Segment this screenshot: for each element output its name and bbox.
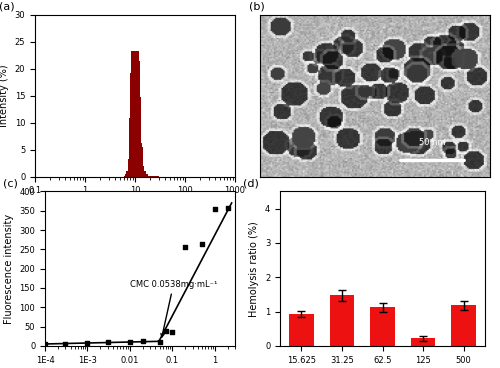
Y-axis label: Hemolysis ratio (%): Hemolysis ratio (%) bbox=[250, 221, 260, 316]
Point bbox=[61, 341, 69, 347]
Point bbox=[211, 206, 219, 212]
Text: (c): (c) bbox=[3, 178, 18, 188]
Text: CMC 0.0538mg·mL⁻¹: CMC 0.0538mg·mL⁻¹ bbox=[130, 280, 218, 337]
Point bbox=[84, 340, 92, 346]
Point bbox=[181, 244, 189, 250]
Point bbox=[162, 328, 170, 334]
Text: (d): (d) bbox=[243, 178, 259, 188]
Point bbox=[198, 241, 206, 247]
Bar bbox=[370, 307, 394, 346]
Point bbox=[224, 205, 232, 210]
Bar bbox=[411, 338, 435, 346]
Text: (b): (b) bbox=[248, 1, 264, 11]
Bar bbox=[330, 296, 354, 346]
Y-axis label: Intensity (%): Intensity (%) bbox=[0, 64, 9, 127]
Point bbox=[156, 339, 164, 345]
Bar bbox=[290, 314, 314, 346]
Bar bbox=[452, 305, 475, 346]
Point bbox=[104, 339, 112, 345]
Point bbox=[168, 329, 176, 335]
Text: 50 nm: 50 nm bbox=[419, 138, 446, 148]
Text: (a): (a) bbox=[0, 1, 14, 11]
Y-axis label: Fluorescence intensity: Fluorescence intensity bbox=[4, 213, 14, 324]
Point bbox=[138, 338, 146, 344]
Point bbox=[41, 342, 49, 347]
Point bbox=[126, 339, 134, 345]
